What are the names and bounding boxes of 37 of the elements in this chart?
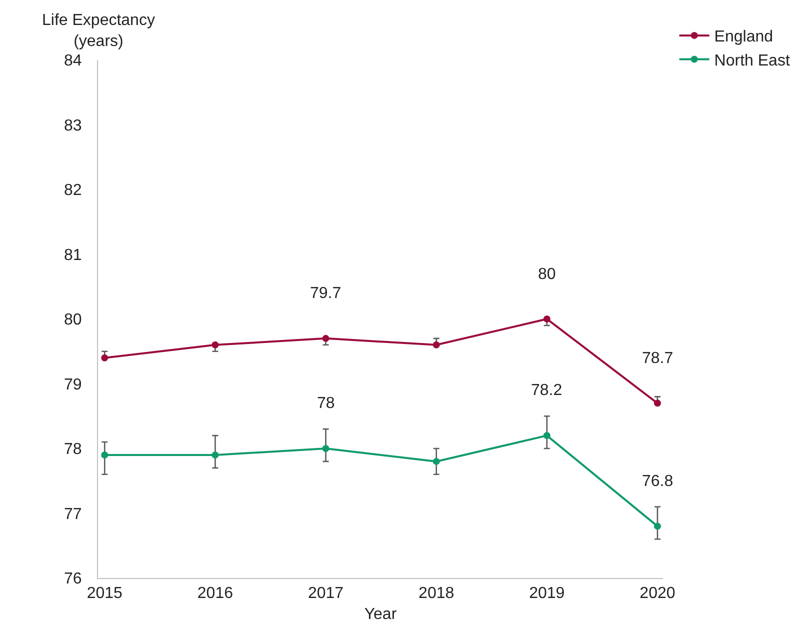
- data-label: 78.2: [531, 382, 562, 399]
- x-tick-label: 2017: [308, 585, 344, 602]
- data-label: 76.8: [642, 473, 674, 490]
- legend-label: North East: [714, 52, 790, 70]
- data-label: 78: [317, 395, 335, 412]
- y-tick-label: 82: [64, 182, 82, 200]
- point: [543, 432, 550, 440]
- x-tick-label: 2015: [86, 585, 123, 602]
- y-tick-label: 76: [64, 570, 82, 588]
- y-axis-title: Life Expectancy (years): [42, 12, 155, 50]
- x-tick-label: 2018: [418, 585, 454, 602]
- point: [212, 341, 219, 348]
- y-tick-label: 78: [64, 441, 82, 458]
- point: [101, 451, 108, 458]
- y-tick-label: 79: [64, 376, 82, 394]
- point: [101, 354, 108, 362]
- y-tick-label: 81: [64, 246, 82, 264]
- point: [432, 341, 440, 348]
- point: [322, 445, 330, 452]
- x-tick-label: 2019: [529, 585, 565, 602]
- legend-label: England: [714, 28, 774, 46]
- point: [212, 451, 219, 458]
- y-tick-label: 77: [64, 506, 82, 523]
- x-axis-title: Year: [364, 606, 398, 623]
- data-label: 80: [538, 266, 556, 283]
- data-label: 78.7: [642, 350, 674, 367]
- point: [543, 316, 550, 322]
- x-tick-label: 2016: [197, 585, 234, 602]
- y-tick-label: 84: [64, 52, 82, 70]
- data-label: 79.7: [310, 285, 342, 302]
- x-tick-label: 2020: [640, 585, 676, 602]
- point: [654, 400, 661, 407]
- point: [432, 458, 440, 465]
- y-tick-label: 83: [64, 117, 82, 134]
- point: [654, 522, 661, 530]
- point: [322, 334, 330, 342]
- y-tick-label: 80: [64, 312, 82, 329]
